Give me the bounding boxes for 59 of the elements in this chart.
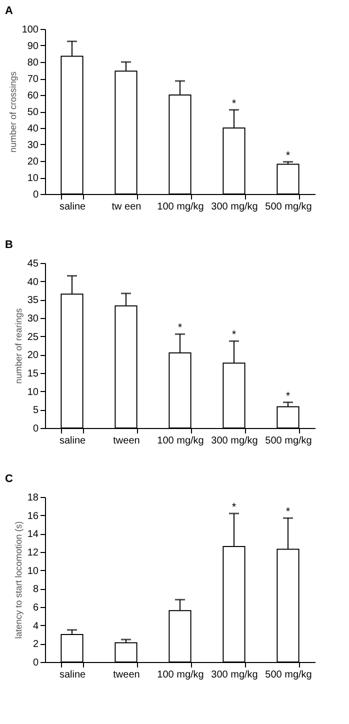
x-tick-label: 500 mg/kg (265, 202, 312, 212)
x-tick-label: saline (59, 202, 86, 212)
y-tick-label: 0 (32, 424, 39, 434)
y-tick-label: 20 (27, 156, 39, 168)
annotation: * (286, 390, 291, 402)
y-tick-label: 5 (32, 405, 39, 416)
annotation: * (178, 322, 183, 334)
chart-title: A (5, 5, 13, 17)
annotation: * (232, 98, 237, 110)
y-tick-label: 18 (27, 492, 39, 504)
y-tick-label: 70 (27, 74, 39, 85)
y-tick-label: 15 (27, 368, 39, 380)
x-tick-label: tween (113, 670, 140, 680)
x-tick-label: saline (59, 670, 86, 680)
y-tick-label: 40 (27, 276, 39, 288)
y-tick-label: 50 (27, 107, 39, 118)
y-tick-label: 35 (27, 295, 39, 306)
annotation: * (232, 329, 237, 342)
annotation: * (286, 150, 291, 162)
chart-title: B (5, 239, 13, 251)
y-axis-title: number of crossings (8, 70, 18, 153)
y-tick-label: 0 (32, 190, 39, 200)
y-tick-label: 14 (27, 529, 39, 540)
y-axis-title: latency to start locomotion (s) (13, 521, 24, 639)
y-tick-label: 10 (27, 173, 39, 184)
y-tick-label: 90 (27, 41, 39, 52)
y-tick-label: 60 (27, 90, 39, 102)
annotation: * (286, 506, 291, 518)
x-tick-label: 100 mg/kg (157, 202, 204, 212)
y-tick-label: 2 (32, 639, 39, 650)
x-tick-label: 300 mg/kg (211, 670, 258, 680)
y-tick-label: 30 (27, 314, 39, 324)
x-tick-label: 300 mg/kg (211, 202, 258, 212)
x-tick-label: 500 mg/kg (265, 436, 312, 446)
x-tick-label: 100 mg/kg (157, 670, 204, 680)
x-tick-label: 500 mg/kg (265, 670, 312, 680)
y-tick-label: 8 (32, 584, 39, 596)
y-tick-label: 20 (27, 350, 39, 362)
y-tick-label: 80 (27, 58, 39, 68)
x-tick-label: saline (59, 436, 86, 446)
annotation: * (232, 502, 237, 514)
x-tick-label: tween (113, 436, 140, 446)
y-tick-label: 6 (32, 602, 39, 614)
y-tick-label: 25 (27, 332, 39, 343)
y-tick-label: 40 (27, 124, 39, 134)
y-tick-label: 12 (27, 548, 39, 558)
y-tick-label: 0 (32, 658, 39, 668)
chart-title: C (5, 473, 13, 485)
y-tick-label: 10 (27, 566, 39, 577)
x-tick-label: tw een (112, 202, 142, 212)
x-tick-label: 300 mg/kg (211, 436, 258, 446)
y-tick-label: 10 (27, 386, 39, 398)
y-tick-label: 16 (27, 510, 39, 522)
y-tick-label: 4 (32, 620, 39, 632)
y-axis-title: number of rearings (13, 308, 24, 384)
y-tick-label: 30 (27, 140, 39, 151)
y-tick-label: 100 (22, 24, 39, 36)
x-tick-label: 100 mg/kg (157, 436, 204, 446)
y-tick-label: 45 (27, 258, 39, 270)
